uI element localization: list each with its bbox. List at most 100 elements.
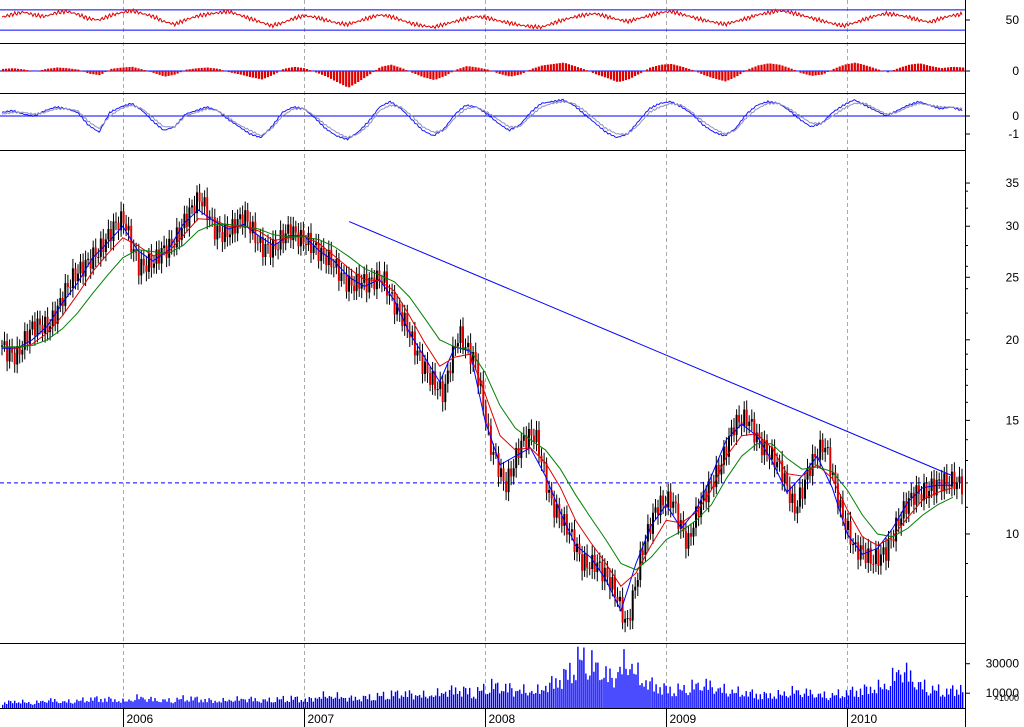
macd-histogram-bar <box>215 68 218 71</box>
price-bar-body <box>839 499 842 508</box>
price-bar-body <box>64 283 67 306</box>
volume-bar <box>272 702 274 708</box>
macd-histogram-bar <box>603 71 607 78</box>
price-bar-body <box>484 406 487 424</box>
price-bar-body <box>748 421 751 426</box>
price-bar-body <box>398 303 401 312</box>
oscillator-signal-line <box>1 100 963 140</box>
volume-bar <box>142 697 144 708</box>
macd-histogram-bar <box>296 67 300 71</box>
macd-histogram-bar <box>655 66 658 71</box>
volume-bar <box>469 687 471 708</box>
volume-bar <box>276 697 278 708</box>
macd-histogram-bar <box>164 71 167 77</box>
macd-histogram-bar <box>793 70 796 71</box>
volume-bar <box>248 698 250 708</box>
volume-bar <box>561 688 563 708</box>
price-bar-body <box>745 409 748 426</box>
macd-histogram-bar <box>715 71 718 79</box>
macd-histogram-bar <box>384 65 387 71</box>
macd-histogram-bar <box>766 63 769 71</box>
volume-bar <box>228 699 230 708</box>
price-bar-body <box>305 244 307 246</box>
volume-bar <box>695 683 697 708</box>
macd-histogram-bar <box>179 71 182 73</box>
price-bar-body <box>282 230 285 244</box>
macd-histogram-bar <box>886 71 889 73</box>
price-bar-body <box>912 492 915 505</box>
macd-histogram-bar <box>305 69 309 71</box>
price-bar-body <box>555 503 558 518</box>
volume-bar <box>835 695 838 708</box>
price-bar-body <box>69 287 72 289</box>
macd-histogram-bar <box>661 64 664 71</box>
price-bar-body <box>454 345 457 347</box>
macd-histogram-bar <box>528 69 531 71</box>
macd-histogram-bar <box>95 71 98 75</box>
macd-histogram-bar <box>287 67 291 71</box>
volume-bar <box>751 689 753 708</box>
volume-bar <box>749 691 751 708</box>
price-bar-body <box>702 491 705 501</box>
volume-bar <box>925 692 928 708</box>
price-bar-body <box>436 389 439 391</box>
price-bar-body <box>550 490 553 499</box>
macd-histogram-bar <box>161 71 164 76</box>
price-bar-body <box>667 491 670 508</box>
volume-bar <box>721 692 723 708</box>
volume-bar <box>408 690 411 708</box>
volume-bar <box>250 696 252 708</box>
price-bar-body <box>910 492 913 499</box>
volume-bar <box>685 693 687 708</box>
macd-histogram-bar <box>721 71 724 81</box>
volume-bar <box>637 662 639 708</box>
macd-histogram-bar <box>895 68 898 71</box>
price-tick-label: 15 <box>1006 413 1020 427</box>
volume-bar <box>545 685 547 708</box>
volume-bar <box>350 695 353 708</box>
volume-bar <box>958 694 960 708</box>
price-bar-body <box>626 618 629 620</box>
volume-bar <box>501 690 503 708</box>
volume-bar <box>264 699 266 708</box>
volume-bar <box>781 695 783 708</box>
price-bar-body <box>340 272 343 281</box>
macd-histogram-bar <box>552 63 555 71</box>
price-bar-body <box>811 454 814 476</box>
volume-bar <box>322 691 325 708</box>
volume-bar <box>144 699 146 708</box>
volume-bar <box>950 688 952 708</box>
macd-histogram-bar <box>465 66 468 71</box>
volume-bar <box>84 702 86 708</box>
volume-bar <box>32 704 34 708</box>
price-bar-body <box>654 507 657 513</box>
volume-bar <box>563 668 565 708</box>
volume-bar <box>801 697 804 708</box>
volume-bar <box>461 696 463 708</box>
macd-histogram-bar <box>919 63 923 71</box>
volume-bar <box>68 699 70 708</box>
macd-histogram-bar <box>321 71 324 75</box>
volume-bar <box>952 685 954 708</box>
price-bar-body <box>961 476 963 495</box>
volume-bar <box>537 684 539 708</box>
price-bar-body <box>413 331 416 356</box>
price-bar-body <box>312 245 315 253</box>
volume-bar <box>214 700 216 708</box>
price-bar-body <box>307 232 310 245</box>
macd-histogram-bar <box>670 64 673 71</box>
volume-bar <box>284 702 286 708</box>
volume-bar <box>851 686 854 708</box>
volume-bar <box>475 698 477 708</box>
volume-bar <box>280 699 282 708</box>
volume-bar <box>881 689 884 708</box>
macd-histogram-bar <box>266 71 269 78</box>
price-bar-body <box>565 514 568 535</box>
volume-bar <box>278 699 280 708</box>
macd-histogram-bar <box>336 71 339 82</box>
macd-histogram-bar <box>820 71 823 75</box>
macd-histogram-bar <box>928 65 932 71</box>
volume-bar <box>511 688 513 708</box>
volume-bar <box>70 702 72 708</box>
price-bar-body <box>601 561 604 582</box>
